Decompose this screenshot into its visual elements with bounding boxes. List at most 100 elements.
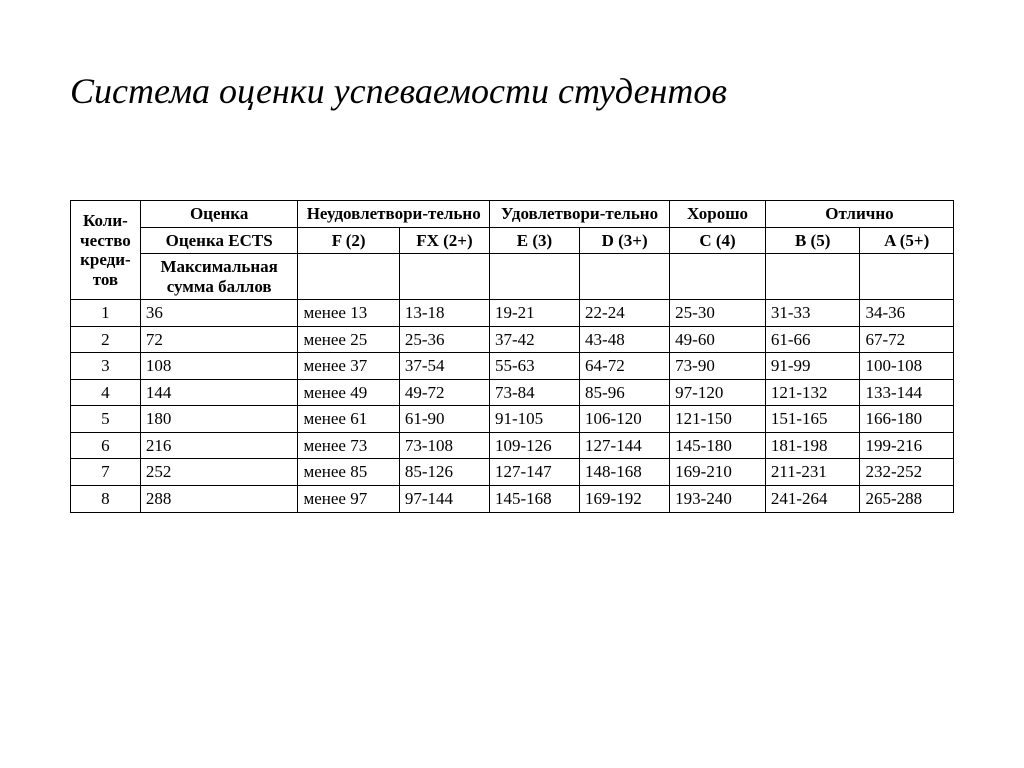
- cell-c: 121-150: [670, 406, 766, 433]
- table-row: 7252менее 8585-126127-147148-168169-2102…: [71, 459, 954, 486]
- cell-f: менее 49: [298, 379, 399, 406]
- cell-d: 85-96: [580, 379, 670, 406]
- cell-d: 127-144: [580, 432, 670, 459]
- hdr-empty: [765, 254, 860, 300]
- cell-a: 265-288: [860, 486, 954, 513]
- table-row: 272менее 2525-3637-4243-4849-6061-6667-7…: [71, 326, 954, 353]
- cell-max: 216: [140, 432, 298, 459]
- cell-fx: 13-18: [399, 300, 489, 327]
- cell-a: 67-72: [860, 326, 954, 353]
- cell-f: менее 13: [298, 300, 399, 327]
- cell-c: 97-120: [670, 379, 766, 406]
- cell-d: 148-168: [580, 459, 670, 486]
- cell-e: 109-126: [489, 432, 579, 459]
- hdr-empty: [489, 254, 579, 300]
- cell-n: 1: [71, 300, 141, 327]
- cell-b: 91-99: [765, 353, 860, 380]
- cell-d: 22-24: [580, 300, 670, 327]
- cell-n: 7: [71, 459, 141, 486]
- cell-n: 3: [71, 353, 141, 380]
- hdr-empty: [860, 254, 954, 300]
- cell-f: менее 25: [298, 326, 399, 353]
- table-row: 8288менее 9797-144145-168169-192193-2402…: [71, 486, 954, 513]
- cell-fx: 25-36: [399, 326, 489, 353]
- cell-f: менее 85: [298, 459, 399, 486]
- cell-b: 151-165: [765, 406, 860, 433]
- cell-e: 37-42: [489, 326, 579, 353]
- cell-e: 19-21: [489, 300, 579, 327]
- grading-table-wrap: Коли-чество креди-тов Оценка Неудовлетво…: [70, 200, 954, 513]
- cell-fx: 49-72: [399, 379, 489, 406]
- cell-f: менее 61: [298, 406, 399, 433]
- cell-c: 193-240: [670, 486, 766, 513]
- cell-c: 169-210: [670, 459, 766, 486]
- hdr-excellent: Отлично: [765, 201, 953, 228]
- hdr-grade: Оценка: [140, 201, 298, 228]
- hdr-b: B (5): [765, 227, 860, 254]
- cell-e: 127-147: [489, 459, 579, 486]
- cell-n: 6: [71, 432, 141, 459]
- cell-max: 144: [140, 379, 298, 406]
- cell-c: 145-180: [670, 432, 766, 459]
- cell-f: менее 97: [298, 486, 399, 513]
- hdr-a: A (5+): [860, 227, 954, 254]
- hdr-empty: [298, 254, 399, 300]
- cell-b: 121-132: [765, 379, 860, 406]
- cell-fx: 97-144: [399, 486, 489, 513]
- cell-max: 36: [140, 300, 298, 327]
- cell-fx: 85-126: [399, 459, 489, 486]
- cell-max: 180: [140, 406, 298, 433]
- cell-c: 73-90: [670, 353, 766, 380]
- hdr-good: Хорошо: [670, 201, 766, 228]
- slide: Система оценки успеваемости студентов Ко…: [0, 0, 1024, 768]
- cell-n: 2: [71, 326, 141, 353]
- hdr-sat: Удовлетвори-тельно: [489, 201, 669, 228]
- hdr-empty: [399, 254, 489, 300]
- table-row: 4144менее 4949-7273-8485-9697-120121-132…: [71, 379, 954, 406]
- cell-e: 91-105: [489, 406, 579, 433]
- cell-e: 145-168: [489, 486, 579, 513]
- cell-b: 31-33: [765, 300, 860, 327]
- cell-d: 169-192: [580, 486, 670, 513]
- cell-c: 25-30: [670, 300, 766, 327]
- cell-b: 241-264: [765, 486, 860, 513]
- hdr-empty: [670, 254, 766, 300]
- cell-fx: 73-108: [399, 432, 489, 459]
- hdr-empty: [580, 254, 670, 300]
- cell-f: менее 37: [298, 353, 399, 380]
- cell-a: 199-216: [860, 432, 954, 459]
- cell-f: менее 73: [298, 432, 399, 459]
- cell-a: 232-252: [860, 459, 954, 486]
- table-row: 3108менее 3737-5455-6364-7273-9091-99100…: [71, 353, 954, 380]
- hdr-e: E (3): [489, 227, 579, 254]
- cell-d: 43-48: [580, 326, 670, 353]
- cell-max: 108: [140, 353, 298, 380]
- cell-e: 73-84: [489, 379, 579, 406]
- cell-d: 64-72: [580, 353, 670, 380]
- cell-b: 61-66: [765, 326, 860, 353]
- hdr-fx: FX (2+): [399, 227, 489, 254]
- table-body: 136менее 1313-1819-2122-2425-3031-3334-3…: [71, 300, 954, 512]
- cell-a: 166-180: [860, 406, 954, 433]
- cell-e: 55-63: [489, 353, 579, 380]
- table-row: 136менее 1313-1819-2122-2425-3031-3334-3…: [71, 300, 954, 327]
- cell-fx: 61-90: [399, 406, 489, 433]
- grading-table: Коли-чество креди-тов Оценка Неудовлетво…: [70, 200, 954, 513]
- cell-n: 5: [71, 406, 141, 433]
- cell-max: 288: [140, 486, 298, 513]
- cell-fx: 37-54: [399, 353, 489, 380]
- hdr-c: C (4): [670, 227, 766, 254]
- cell-b: 211-231: [765, 459, 860, 486]
- table-head: Коли-чество креди-тов Оценка Неудовлетво…: [71, 201, 954, 300]
- hdr-f: F (2): [298, 227, 399, 254]
- cell-n: 4: [71, 379, 141, 406]
- cell-a: 34-36: [860, 300, 954, 327]
- table-row: 6216менее 7373-108109-126127-144145-1801…: [71, 432, 954, 459]
- cell-n: 8: [71, 486, 141, 513]
- hdr-d: D (3+): [580, 227, 670, 254]
- cell-max: 252: [140, 459, 298, 486]
- table-row: 5180менее 6161-9091-105106-120121-150151…: [71, 406, 954, 433]
- cell-a: 100-108: [860, 353, 954, 380]
- hdr-maxpoints: Максимальная сумма баллов: [140, 254, 298, 300]
- cell-b: 181-198: [765, 432, 860, 459]
